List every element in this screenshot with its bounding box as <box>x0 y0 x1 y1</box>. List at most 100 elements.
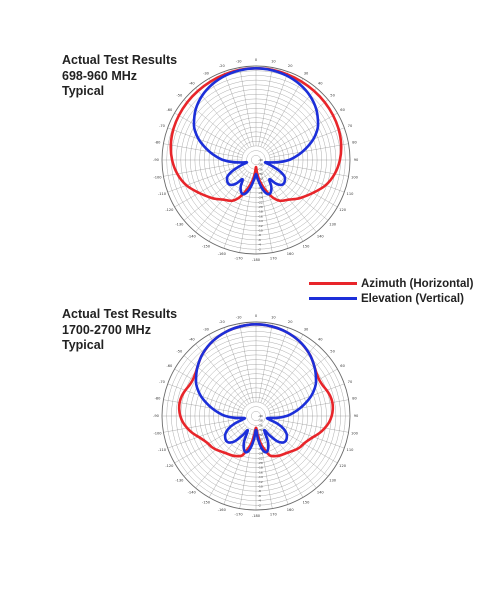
grid-spoke <box>239 67 254 147</box>
grid-spoke <box>268 112 338 154</box>
grid-spoke <box>208 334 250 404</box>
grid-spoke <box>223 429 252 505</box>
angle-tick-label: -70 <box>159 380 166 384</box>
grid-spoke <box>269 383 345 412</box>
grid-spoke <box>260 71 289 147</box>
radial-tick-label: -2 <box>258 503 261 507</box>
grid-spoke <box>264 87 317 150</box>
grid-spoke <box>260 327 289 403</box>
radial-tick-label: -20 <box>258 205 263 209</box>
grid-spoke <box>258 67 273 147</box>
angle-tick-label: 170 <box>270 512 278 516</box>
grid-spoke <box>266 99 329 152</box>
radial-tick-label: -14 <box>258 475 263 479</box>
angle-tick-label: -40 <box>189 337 196 341</box>
grid-spoke <box>195 426 248 489</box>
angle-tick-label: 50 <box>330 350 335 354</box>
grid-spoke <box>223 173 252 249</box>
polar-chart-1700-2700: -180-170-160-150-140-130-120-110-100-90-… <box>153 314 359 518</box>
grid-spoke <box>163 418 243 433</box>
angle-tick-label: -170 <box>235 512 244 516</box>
chart1-title-line-2: 698-960 MHz <box>62 68 138 83</box>
radial-tick-label: -26 <box>258 447 263 451</box>
grid-spoke <box>208 78 250 148</box>
angle-tick-label: 130 <box>329 478 337 482</box>
angle-tick-label: 40 <box>318 337 323 341</box>
radial-tick-label: -16 <box>258 470 263 474</box>
radial-tick-label: -28 <box>258 186 263 190</box>
angle-tick-label: -20 <box>219 320 226 324</box>
chart2-title-line-2: 1700-2700 MHz <box>62 322 151 337</box>
radial-tick-label: -16 <box>258 214 263 218</box>
radial-tick-label: -40 <box>258 158 263 162</box>
angle-tick-label: -60 <box>166 108 173 112</box>
radial-tick-label: -34 <box>258 172 263 176</box>
angle-tick-label: 80 <box>352 141 357 145</box>
grid-spoke <box>264 426 317 489</box>
angle-tick-label: 110 <box>347 192 355 196</box>
radial-tick-label: -22 <box>258 456 263 460</box>
chart2-title: Actual Test Results 1700-2700 MHz Typica… <box>62 307 177 354</box>
grid-spoke <box>163 399 243 414</box>
radial-tick-label: -12 <box>258 224 263 228</box>
radial-tick-label: -24 <box>258 452 263 456</box>
angle-tick-label: -90 <box>153 158 160 162</box>
radial-tick-label: -36 <box>258 423 263 427</box>
angle-tick-label: 30 <box>304 327 309 331</box>
grid-spoke <box>167 383 243 412</box>
angle-tick-label: 60 <box>340 364 345 368</box>
angle-tick-label: -50 <box>176 94 183 98</box>
radial-tick-label: -38 <box>258 419 263 423</box>
legend-azimuth-label: Azimuth (Horizontal) <box>361 277 474 290</box>
angle-tick-label: -90 <box>153 414 160 418</box>
angle-tick-label: 30 <box>304 71 309 75</box>
radial-tick-label: -4 <box>258 243 261 247</box>
radial-tick-label: -18 <box>258 210 263 214</box>
grid-spoke <box>174 112 244 154</box>
angle-tick-label: 70 <box>348 380 353 384</box>
radial-tick-label: -14 <box>258 219 263 223</box>
radial-tick-label: -22 <box>258 200 263 204</box>
angle-tick-label: -40 <box>189 81 196 85</box>
angle-tick-label: 60 <box>340 108 345 112</box>
angle-tick-label: -140 <box>188 491 197 495</box>
angle-tick-label: 90 <box>354 414 359 418</box>
grid-spoke <box>260 429 289 505</box>
grid-spoke <box>174 368 244 410</box>
angle-tick-label: -150 <box>202 245 211 249</box>
angle-tick-label: -170 <box>235 256 244 260</box>
angle-tick-label: -30 <box>203 71 210 75</box>
grid-spoke <box>223 71 252 147</box>
angle-tick-label: 130 <box>329 222 337 226</box>
angle-tick-label: -70 <box>159 124 166 128</box>
chart1-title: Actual Test Results 698-960 MHz Typical <box>62 53 177 100</box>
grid-ring <box>251 411 261 421</box>
radial-tick-label: -2 <box>258 247 261 251</box>
angle-tick-label: -60 <box>166 364 173 368</box>
angle-tick-label: -140 <box>188 235 197 239</box>
grid-spoke <box>223 327 252 403</box>
grid-spoke <box>183 99 246 152</box>
grid-ring <box>246 406 266 426</box>
radial-tick-label: -6 <box>258 494 261 498</box>
grid-spoke <box>183 355 246 408</box>
grid-spoke <box>183 424 246 477</box>
radial-tick-label: -20 <box>258 461 263 465</box>
angle-tick-label: -160 <box>218 252 227 256</box>
azimuth-series-line <box>177 323 335 458</box>
elevation-series-line <box>192 67 320 196</box>
radial-tick-label: -38 <box>258 163 263 167</box>
grid-spoke <box>264 343 317 406</box>
angle-tick-label: 120 <box>339 464 347 468</box>
radial-tick-label: -40 <box>258 414 263 418</box>
chart2-title-line-3: Typical <box>62 338 105 352</box>
angle-tick-label: 20 <box>288 64 293 68</box>
radial-tick-label: -12 <box>258 480 263 484</box>
angle-tick-label: -10 <box>236 316 243 320</box>
grid-spoke <box>266 355 329 408</box>
grid-spoke <box>260 173 289 249</box>
angle-tick-label: 40 <box>318 81 323 85</box>
radial-tick-label: -32 <box>258 177 263 181</box>
grid-ring <box>241 401 271 431</box>
angle-tick-label: -80 <box>155 141 162 145</box>
